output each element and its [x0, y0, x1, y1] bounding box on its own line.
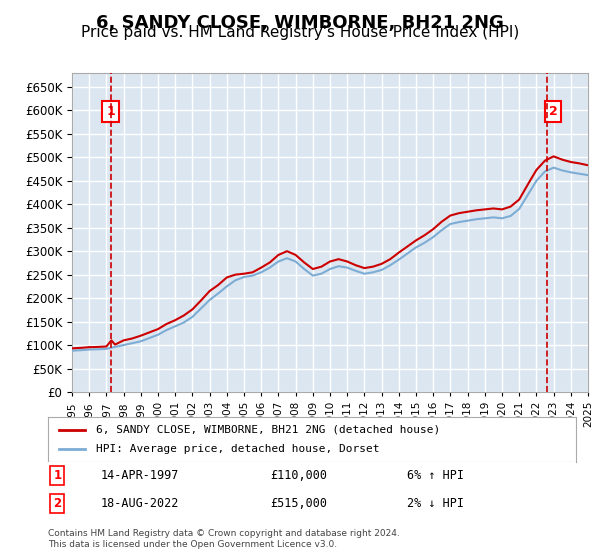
Text: 6, SANDY CLOSE, WIMBORNE, BH21 2NG: 6, SANDY CLOSE, WIMBORNE, BH21 2NG: [96, 14, 504, 32]
Text: Price paid vs. HM Land Registry's House Price Index (HPI): Price paid vs. HM Land Registry's House …: [81, 25, 519, 40]
Text: £110,000: £110,000: [270, 469, 327, 482]
Text: HPI: Average price, detached house, Dorset: HPI: Average price, detached house, Dors…: [95, 445, 379, 455]
Text: 2: 2: [549, 105, 558, 118]
Text: 2% ↓ HPI: 2% ↓ HPI: [407, 497, 464, 510]
Text: 14-APR-1997: 14-APR-1997: [101, 469, 179, 482]
Text: 18-AUG-2022: 18-AUG-2022: [101, 497, 179, 510]
Text: 6% ↑ HPI: 6% ↑ HPI: [407, 469, 464, 482]
Text: 6, SANDY CLOSE, WIMBORNE, BH21 2NG (detached house): 6, SANDY CLOSE, WIMBORNE, BH21 2NG (deta…: [95, 424, 440, 435]
Text: 2: 2: [53, 497, 61, 510]
Text: Contains HM Land Registry data © Crown copyright and database right 2024.
This d: Contains HM Land Registry data © Crown c…: [48, 529, 400, 549]
Text: 1: 1: [53, 469, 61, 482]
Text: 1: 1: [106, 105, 115, 118]
Text: £515,000: £515,000: [270, 497, 327, 510]
